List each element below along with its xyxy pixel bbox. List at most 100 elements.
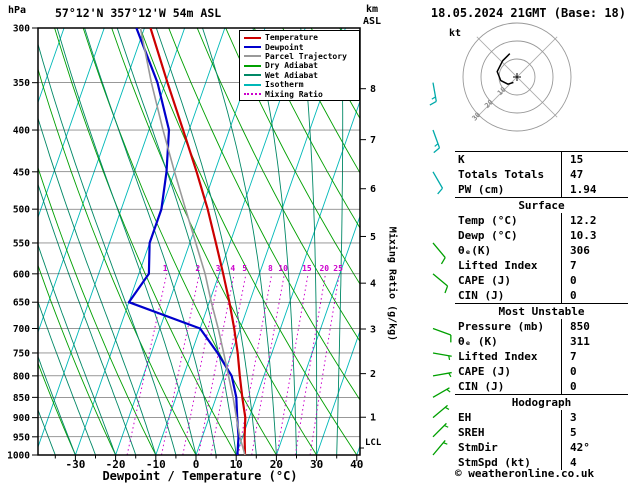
pressure-tick-label: 500 xyxy=(13,205,30,216)
stat-value: 7 xyxy=(570,350,577,363)
stat-value: 0 xyxy=(570,289,577,302)
mixing-ratio-value-label: 3 xyxy=(216,264,221,273)
mixing-ratio-value-label: 10 xyxy=(278,264,288,273)
stat-label: SREH xyxy=(458,426,485,439)
stat-value: 0 xyxy=(570,274,577,287)
hodograph-unit-label: kt xyxy=(449,28,462,39)
legend-label: Isotherm xyxy=(265,80,304,90)
isotherm-line xyxy=(316,329,360,455)
wind-barb-full xyxy=(437,187,443,195)
temp-tick-label: -10 xyxy=(146,458,166,471)
wind-barb-shaft xyxy=(432,242,446,258)
temp-tick-label: 40 xyxy=(350,458,363,471)
legend-item: Parcel Trajectory xyxy=(240,52,359,61)
stat-label: CIN (J) xyxy=(458,380,505,393)
pressure-tick-label: 550 xyxy=(13,238,30,249)
mixing-ratio-value-label: 20 xyxy=(319,264,329,273)
mixing-ratio-value-label: 15 xyxy=(302,264,312,273)
legend-swatch-dewpoint xyxy=(244,46,261,49)
mixing-ratio-value-label: 2 xyxy=(195,264,200,273)
wind-barb-shaft xyxy=(432,371,452,377)
stat-label: PW (cm) xyxy=(458,183,505,196)
wind-barb-full xyxy=(433,147,440,154)
wind-barb-full xyxy=(440,257,446,265)
datetime-title: 18.05.2024 21GMT (Base: 18) xyxy=(430,6,626,20)
stat-row: Totals Totals 47 xyxy=(455,167,628,182)
parcel-trajectory-curve xyxy=(139,28,246,455)
legend-swatch-dry-adiabat xyxy=(244,64,261,67)
stat-row: StmDir 42° xyxy=(455,440,628,455)
legend-label: Mixing Ratio xyxy=(265,89,323,99)
stat-row: SREH 5 xyxy=(455,425,628,440)
wind-barb-shaft xyxy=(432,82,437,102)
km-tick-label: 2 xyxy=(370,369,376,380)
legend-item: Wet Adiabat xyxy=(240,71,359,80)
sounding-curves xyxy=(127,28,247,455)
mixing-ratio-value-label: 4 xyxy=(230,264,235,273)
wet-adiabat-line xyxy=(56,28,197,455)
stat-row: PW (cm) 1.94 xyxy=(455,182,628,197)
dry-adiabat-line xyxy=(253,28,360,229)
stat-value: 3 xyxy=(570,411,577,424)
legend-item: Mixing Ratio xyxy=(240,89,359,99)
legend-label: Dewpoint xyxy=(265,42,304,52)
dewpoint-curve xyxy=(127,28,240,455)
height-axis-unit-km: km xyxy=(366,4,379,15)
stat-label: Dewp (°C) xyxy=(458,229,518,242)
isotherm-line xyxy=(38,28,145,334)
legend-label: Parcel Trajectory xyxy=(265,51,347,61)
km-tick-label: 1 xyxy=(370,413,376,424)
km-tick-label: 3 xyxy=(370,325,376,336)
wind-barb-full xyxy=(444,285,449,294)
wind-barb-shaft xyxy=(432,327,452,336)
legend-label: Wet Adiabat xyxy=(265,70,318,80)
km-tick-label: 8 xyxy=(370,84,376,95)
stat-value: 0 xyxy=(570,380,577,393)
wind-barb-shaft xyxy=(432,273,448,287)
stat-row: StmSpd (kt) 4 xyxy=(455,455,628,470)
km-tick-label: 5 xyxy=(370,232,376,243)
stat-label: Totals Totals xyxy=(458,168,545,181)
pressure-tick-label: 900 xyxy=(13,413,30,424)
legend-swatch-wet-adiabat xyxy=(244,74,261,77)
stat-label: Temp (°C) xyxy=(458,214,518,227)
stat-value: 10.3 xyxy=(570,229,597,242)
legend-swatch-isotherm xyxy=(244,83,261,86)
mixing-ratio-line xyxy=(161,273,200,455)
height-axis-unit-asl: ASL xyxy=(363,16,382,27)
stat-label: Lifted Index xyxy=(458,350,538,363)
pressure-tick-label: 800 xyxy=(13,371,30,382)
stat-label: CAPE (J) xyxy=(458,365,511,378)
stat-row: CIN (J) 0 xyxy=(455,379,628,394)
wet-adiabat-line xyxy=(38,116,157,455)
stat-row: Temp (°C) 12.2 xyxy=(455,213,628,228)
stat-label: θₑ(K) xyxy=(458,244,492,257)
stat-label: EH xyxy=(458,411,472,424)
stat-value: 306 xyxy=(570,244,590,257)
stats-section-title: Hodograph xyxy=(455,394,628,410)
stat-row: K 15 xyxy=(455,152,628,167)
stat-label: K xyxy=(458,153,465,166)
stat-row: Lifted Index 7 xyxy=(455,349,628,364)
wind-barb-shaft xyxy=(432,171,444,189)
temp-tick-label: 30 xyxy=(310,458,323,471)
legend-item: Dry Adiabat xyxy=(240,61,359,70)
plot-frame xyxy=(37,27,361,456)
mixing-ratio-value-label: 5 xyxy=(242,264,247,273)
legend-swatch-parcel-trajectory xyxy=(244,55,261,58)
stat-value: 15 xyxy=(570,153,584,166)
legend-item: Dewpoint xyxy=(240,42,359,52)
stat-row: CIN (J) 0 xyxy=(455,288,628,303)
hodograph-ring xyxy=(462,22,572,132)
legend-item: Temperature xyxy=(240,33,359,42)
km-tick-label: 6 xyxy=(370,184,376,195)
mixing-ratio-line xyxy=(276,273,309,455)
pressure-tick-label: 1000 xyxy=(7,451,30,462)
stat-value: 47 xyxy=(570,168,584,181)
hodograph-trace xyxy=(496,53,514,85)
km-tick-label: 7 xyxy=(370,135,376,146)
stat-row: Pressure (mb) 850 xyxy=(455,319,628,334)
pressure-tick-label: 400 xyxy=(13,126,30,137)
wind-barb-half xyxy=(443,442,448,445)
